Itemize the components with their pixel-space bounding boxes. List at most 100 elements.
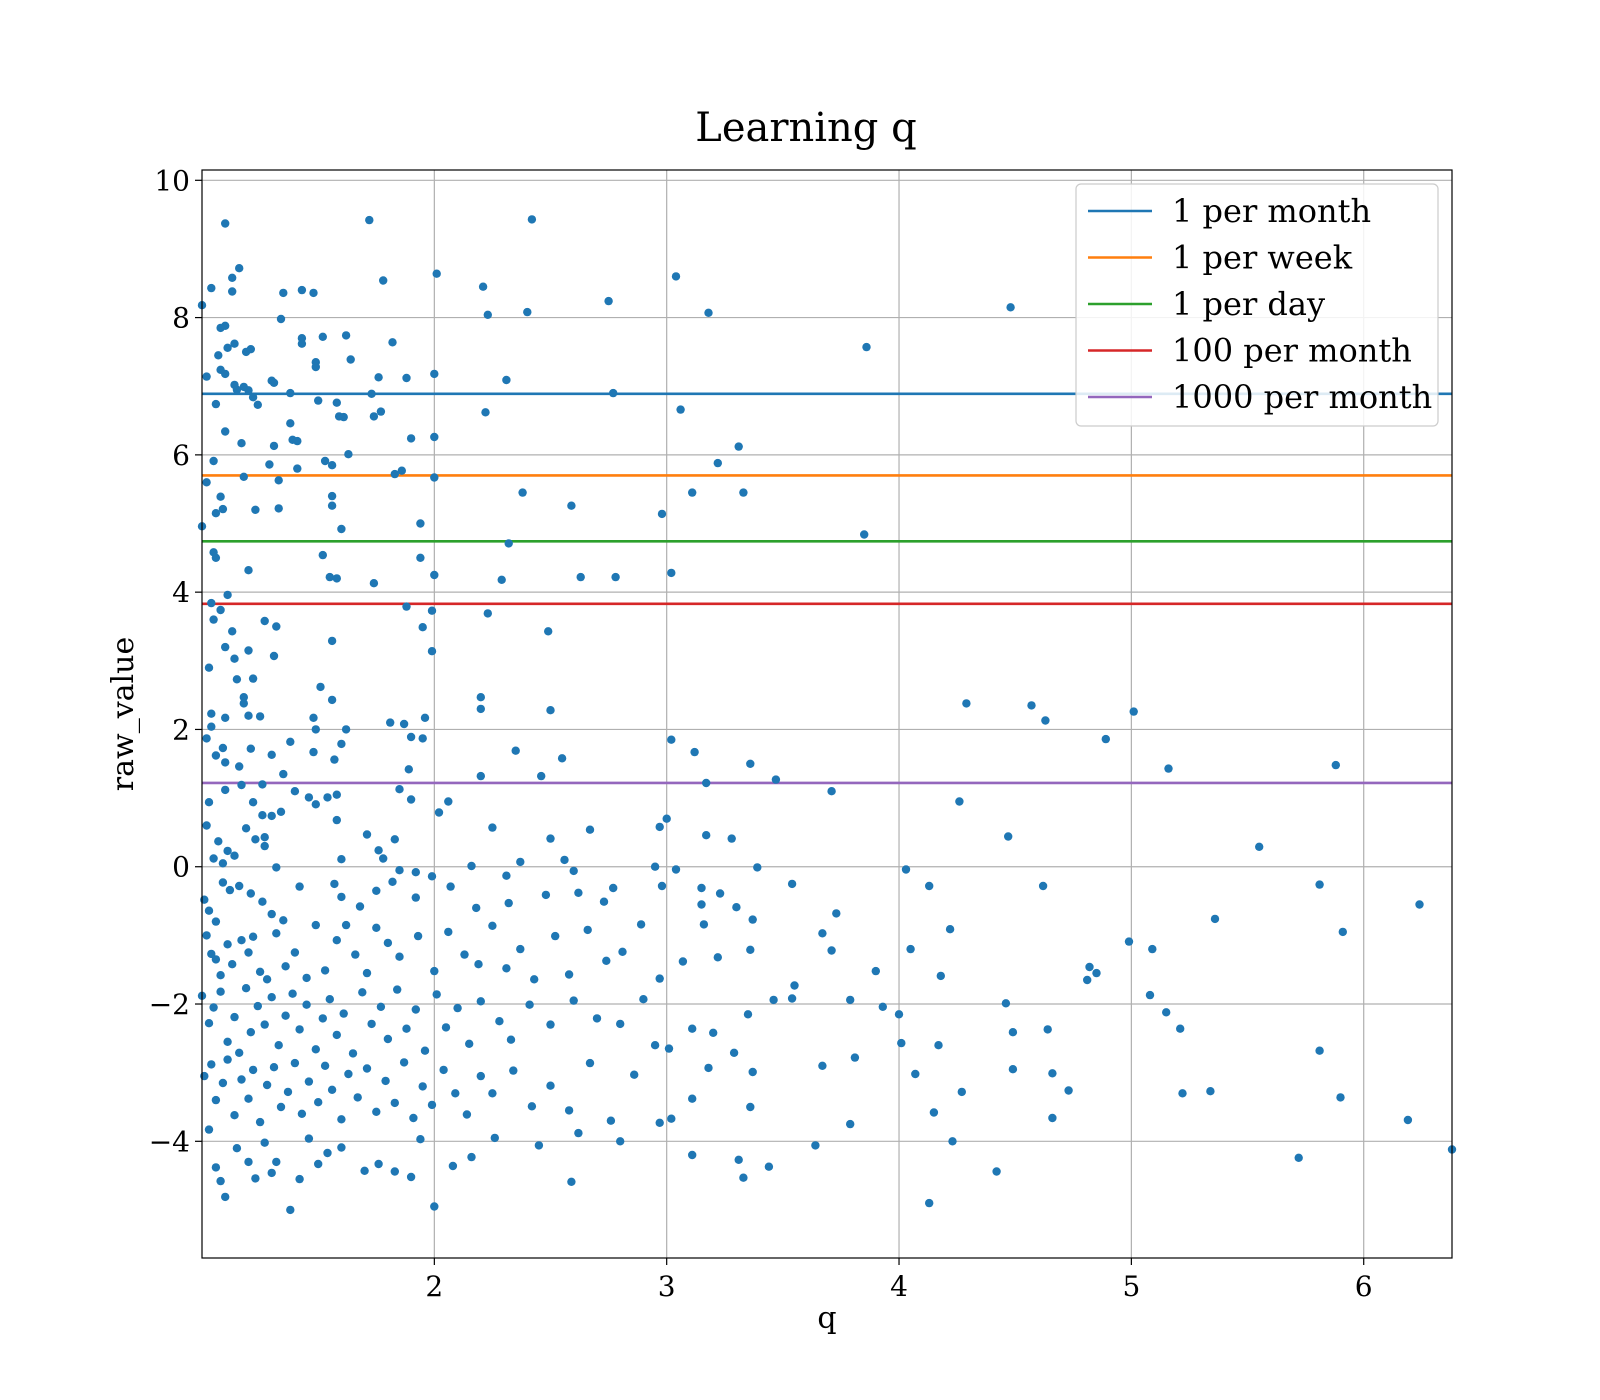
scatter-point [1048,1113,1057,1123]
scatter-point [200,1071,209,1081]
scatter-point [846,1119,855,1129]
scatter-point [472,903,481,913]
scatter-point [374,846,383,855]
scatter-point [962,699,971,708]
y-tick-label: 0 [172,851,190,884]
scatter-point [460,950,469,959]
scatter-point [372,886,381,895]
scatter-point [585,825,595,834]
scatter-point [1415,900,1424,909]
scatter-point [574,888,583,897]
scatter-point [221,758,230,767]
scatter-point [404,765,413,774]
scatter-point [518,488,527,497]
scatter-point [318,550,327,560]
scatter-point [399,1058,409,1067]
scatter-point [260,841,269,851]
scatter-point [444,797,453,806]
scatter-point [248,932,258,941]
scatter-point [221,1192,230,1202]
y-axis-label: raw_value [106,637,141,791]
scatter-point [293,436,302,446]
scatter-point [204,1019,214,1028]
scatter-point [527,215,537,224]
scatter-point [818,1061,827,1071]
scatter-point [523,307,532,317]
scatter-point [1148,944,1157,954]
scatter-point [339,1009,348,1018]
scatter-point [599,897,609,906]
scatter-point [406,434,416,443]
scatter-point [344,450,353,459]
scatter-point [1041,716,1050,725]
scatter-point [369,412,379,421]
scatter-point [409,1113,418,1123]
scatter-point [564,1106,574,1115]
scatter-point [221,642,230,652]
scatter-point [337,524,346,534]
scatter-point [327,636,337,646]
scatter-point [399,719,409,729]
scatter-point [444,927,453,937]
scatter-point [787,879,797,889]
scatter-point [272,1157,281,1167]
scatter-point [390,835,399,844]
scatter-point [764,1162,774,1171]
scatter-point [388,338,397,347]
legend-label: 1 per week [1172,239,1353,277]
scatter-point [592,1014,602,1023]
scatter-point [411,893,420,902]
x-tick-label: 3 [658,1270,676,1303]
scatter-point [204,663,214,672]
scatter-point [483,310,492,319]
scatter-point [290,787,300,796]
scatter-point [332,790,341,799]
scatter-point [1178,1089,1187,1098]
scatter-point [311,920,320,930]
scatter-point [446,882,455,891]
scatter-point [318,332,327,341]
scatter-point [325,995,334,1004]
legend: 1 per month 1 per week 1 per day 100 per mo… [1075,183,1439,427]
scatter-point [216,987,225,996]
scatter-point [230,1111,239,1120]
scatter-point [504,539,513,548]
scatter-point [948,1137,957,1146]
scatter-point [702,831,711,840]
scatter-point [244,711,253,720]
scatter-point [609,883,618,893]
scatter-point [650,1041,660,1050]
scatter-point [878,1002,887,1011]
scatter-point [376,407,386,416]
scatter-point [397,466,406,475]
scatter-point [237,936,246,945]
scatter-point [290,1058,300,1068]
scatter-point [476,693,485,702]
scatter-point [497,575,506,584]
scatter-point [406,1172,416,1182]
scatter-point [502,964,511,973]
scatter-point [207,949,216,959]
legend-label: 100 per month [1172,332,1412,370]
scatter-point [209,1003,218,1012]
scatter-point [574,1128,583,1138]
scatter-point [244,1157,253,1167]
scatter-point [258,780,267,789]
scatter-point [488,921,497,930]
scatter-point [1064,1086,1073,1095]
legend-box [1075,183,1439,427]
scatter-point [818,929,827,938]
scatter-point [239,472,248,481]
scatter-point [395,866,404,875]
scatter-point [274,1041,283,1050]
scatter-point [218,504,228,514]
scatter-point [476,771,485,781]
scatter-point [379,276,388,285]
scatter-point [327,1085,337,1095]
scatter-point [314,396,323,405]
scatter-point [228,273,237,282]
scatter-point [655,1118,664,1128]
scatter-point [420,1046,430,1055]
scatter-point [636,920,646,929]
scatter-point [1043,1025,1052,1034]
